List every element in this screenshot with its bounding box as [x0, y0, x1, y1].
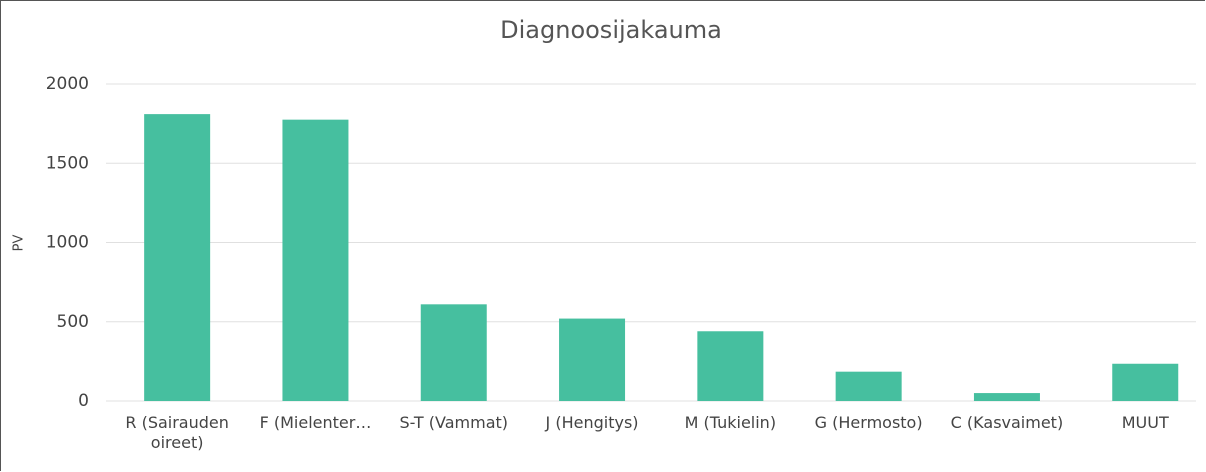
bar — [1112, 363, 1179, 401]
y-axis-label: PV — [12, 235, 27, 252]
x-tick-label: M (Tukielin) — [684, 413, 777, 432]
bar — [282, 119, 349, 401]
bar — [559, 318, 626, 401]
chart-title: Diagnoosijakauma — [500, 16, 722, 44]
bar — [420, 304, 487, 401]
y-tick-label: 2000 — [46, 74, 89, 94]
x-tick-label: S-T (Vammat) — [399, 413, 509, 432]
bar — [697, 331, 764, 401]
x-tick-label: R (Sairauden oireet) — [125, 413, 229, 452]
x-tick-label: C (Kasvaimet) — [950, 413, 1064, 432]
y-tick-label: 500 — [57, 312, 89, 332]
y-tick-label: 1500 — [46, 153, 89, 173]
x-tick-label: J (Hengitys) — [545, 413, 639, 432]
bar — [973, 393, 1040, 401]
x-tick-label: MUUT — [1121, 413, 1169, 432]
y-tick-label: 1000 — [46, 233, 89, 253]
bar — [144, 114, 211, 402]
x-tick-label: G (Hermosto) — [814, 413, 923, 432]
y-tick-label: 0 — [78, 391, 89, 411]
bar — [835, 371, 902, 401]
x-tick-label: F (Mielenter… — [259, 413, 372, 432]
